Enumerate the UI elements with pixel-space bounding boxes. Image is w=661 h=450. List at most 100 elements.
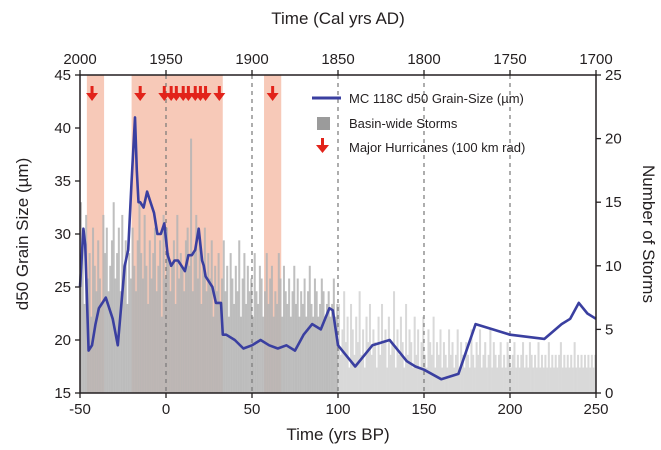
grain-size-series [78, 116, 597, 381]
storm-bar [587, 354, 590, 393]
storm-bar [174, 303, 177, 393]
storm-bar [164, 278, 167, 393]
y2-tick-label: 10 [605, 258, 622, 275]
storm-bar [563, 354, 566, 393]
storm-bar [406, 354, 409, 393]
storm-bar [353, 354, 356, 393]
x-tick-label: -50 [69, 401, 91, 418]
storm-bar [327, 291, 330, 393]
storm-bar [234, 265, 237, 393]
storm-bar [157, 265, 160, 393]
storm-bar [482, 354, 485, 393]
storm-bar [288, 278, 291, 393]
storm-bar [186, 227, 189, 393]
storm-bar [301, 303, 304, 393]
storm-bar [346, 316, 349, 393]
storm-bar [396, 329, 399, 393]
storm-bar [181, 265, 184, 393]
storm-bar [379, 354, 382, 393]
hurricane-arrow [266, 86, 279, 101]
storm-bar [176, 214, 179, 393]
hurricane-arrows [86, 86, 279, 101]
storm-bar [191, 291, 194, 393]
storm-bar [270, 265, 273, 393]
storm-bar [143, 214, 146, 393]
storm-bar [257, 303, 260, 393]
storm-bar [248, 291, 251, 393]
storm-bar [496, 367, 499, 393]
x2-tick-label: 1950 [149, 51, 182, 68]
storm-bar [356, 342, 359, 393]
storm-bar [494, 354, 497, 393]
storm-bar [133, 265, 136, 393]
storm-bar [375, 367, 378, 393]
storm-bar [281, 316, 284, 393]
storm-bar [239, 316, 242, 393]
storm-bar [272, 316, 275, 393]
storm-bar [252, 316, 255, 393]
storm-bar [556, 367, 559, 393]
storm-bar [207, 253, 210, 393]
storm-bar [393, 291, 396, 393]
storm-bar [296, 278, 299, 393]
storm-bar [358, 291, 361, 393]
storm-bar [592, 367, 595, 393]
storm-bar [300, 291, 303, 393]
storm-bar [159, 240, 162, 393]
storm-bar [138, 202, 141, 393]
y-tick-label: 25 [54, 279, 71, 296]
storm-bar [542, 367, 545, 393]
y2-tick-label: 5 [605, 321, 613, 338]
storm-bar [518, 367, 521, 393]
storm-bar [209, 278, 212, 393]
storm-bar [203, 227, 206, 393]
storm-bar [279, 278, 282, 393]
storm-bar [90, 316, 93, 393]
storm-bar [222, 240, 225, 393]
storm-bar [136, 240, 139, 393]
storm-bar [439, 329, 442, 393]
storm-bar [461, 354, 464, 393]
storm-bar [413, 316, 416, 393]
y-tick-label: 20 [54, 332, 71, 349]
storm-bar [315, 291, 318, 393]
storm-bar [537, 342, 540, 393]
storm-bar [568, 367, 571, 393]
storm-bar [289, 316, 292, 393]
storm-bar [408, 329, 411, 393]
y-tick-label: 15 [54, 385, 71, 402]
storm-bar [491, 367, 494, 393]
storm-bar [437, 354, 440, 393]
storm-bar [184, 240, 187, 393]
storm-bar [449, 354, 452, 393]
y-tick-label: 40 [54, 120, 71, 137]
storm-bar [104, 253, 107, 393]
storm-bar [310, 303, 313, 393]
storm-bar [188, 265, 191, 393]
storm-bar [425, 367, 428, 393]
storm-bar [286, 303, 289, 393]
storm-bar [277, 253, 280, 393]
y2-tick-label: 20 [605, 131, 622, 148]
storm-bar [575, 367, 578, 393]
storm-bar [169, 291, 172, 393]
storm-bar [549, 367, 552, 393]
storm-bar [183, 291, 186, 393]
storm-bar [212, 316, 215, 393]
storm-bar [131, 227, 134, 393]
right-axis-title: Number of Storms [639, 165, 658, 303]
storm-bar [129, 278, 132, 393]
storm-bar [119, 291, 122, 393]
storm-bar [334, 316, 337, 393]
legend-label-storms: Basin-wide Storms [349, 116, 458, 131]
x-tick-label: 0 [162, 401, 170, 418]
storm-bar [477, 354, 480, 393]
storm-bar [325, 303, 328, 393]
storm-bar [166, 227, 169, 393]
x-tick-label: 100 [325, 401, 350, 418]
storm-bar [489, 329, 492, 393]
x-tick-label: 50 [244, 401, 261, 418]
storm-bar [145, 265, 148, 393]
storm-bar [320, 278, 323, 393]
